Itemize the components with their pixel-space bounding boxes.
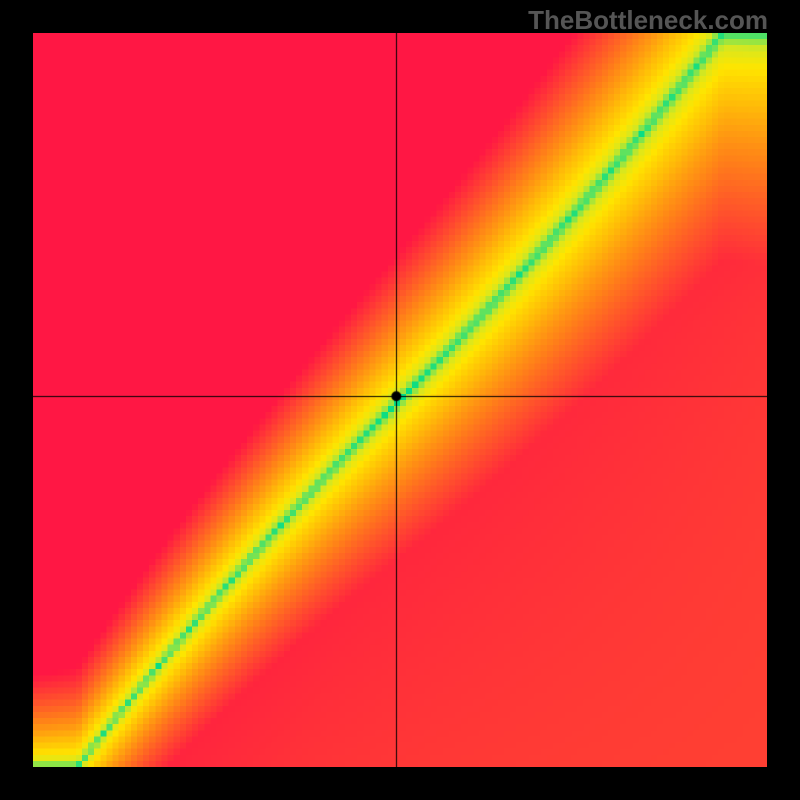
watermark-text: TheBottleneck.com: [528, 5, 768, 36]
crosshair-overlay: [33, 33, 767, 767]
chart-container: TheBottleneck.com: [0, 0, 800, 800]
